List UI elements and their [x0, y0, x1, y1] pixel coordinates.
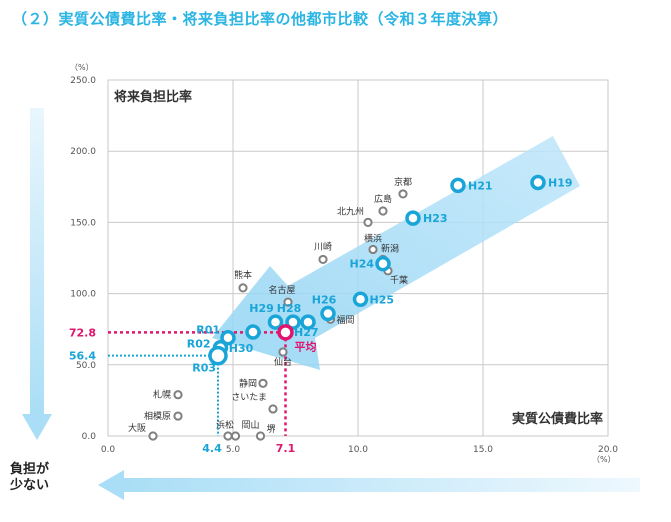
series-point — [530, 174, 546, 191]
series-point — [245, 324, 261, 340]
series-point-label: H27 — [294, 326, 319, 339]
series-point-label: R02 — [187, 338, 211, 351]
self-y-value: 56.4 — [69, 350, 96, 363]
x-tick-label: 10.0 — [348, 445, 368, 455]
city-marker — [363, 217, 373, 227]
y-tick-label: 50.0 — [76, 361, 96, 371]
city-label: 静岡 — [239, 377, 257, 389]
city-marker — [173, 411, 183, 421]
x-tick-label: 5.0 — [226, 445, 241, 455]
series-point-label: R03 — [192, 362, 216, 375]
series-point-label: H21 — [468, 179, 493, 192]
city-label: さいたま — [231, 392, 267, 403]
city-label: 札幌 — [153, 389, 171, 401]
city-label: 広島 — [374, 193, 392, 205]
city-label: 熊本 — [234, 269, 252, 281]
series-point-label: H23 — [423, 212, 448, 225]
series-point-label: H26 — [312, 294, 337, 307]
y-unit-label: （%） — [70, 63, 94, 72]
average-marker — [277, 324, 294, 341]
burden-low-label: 負担が 少ない — [10, 462, 49, 494]
series-point — [352, 291, 369, 308]
series-point-label: H28 — [277, 302, 302, 315]
city-marker — [283, 297, 293, 307]
city-marker — [238, 283, 248, 293]
self-x-value: 4.4 — [202, 442, 222, 455]
series-point — [300, 314, 316, 330]
down-arrow — [22, 108, 52, 440]
left-arrow — [98, 470, 640, 500]
average-marker-group: 平均 — [277, 324, 317, 353]
series-point-label: H19 — [548, 177, 573, 190]
trend-arrow — [212, 136, 580, 370]
city-marker — [368, 244, 378, 255]
city-label: 名古屋 — [268, 284, 295, 296]
city-label: 横浜 — [364, 232, 382, 244]
city-marker — [148, 431, 158, 441]
x-tick-label: 20.0 — [598, 445, 618, 455]
y-tick-label: 0.0 — [82, 432, 97, 442]
grid-lines — [108, 80, 608, 436]
series-point — [267, 314, 284, 330]
average-label: 平均 — [295, 339, 317, 353]
series-point — [375, 255, 391, 272]
y-tick-label: 200.0 — [70, 147, 96, 157]
series-point — [208, 345, 228, 366]
city-marker — [378, 206, 388, 216]
burden-low-line2: 少ない — [10, 478, 50, 493]
page-title: （２）実質公債費比率・将来負担比率の他都市比較（令和３年度決算） — [12, 10, 509, 28]
avg-x-value: 7.1 — [276, 442, 296, 455]
y-tick-label: 150.0 — [70, 218, 96, 228]
city-label: 浜松 — [216, 419, 234, 431]
city-marker — [230, 431, 241, 441]
city-marker — [223, 431, 233, 441]
city-label: 大阪 — [128, 422, 146, 434]
city-marker — [173, 390, 183, 400]
city-label: 仙台 — [274, 356, 292, 368]
avg-y-value: 72.8 — [69, 326, 96, 339]
x-tick-label: 0.0 — [101, 445, 116, 455]
y-tick-label: 100.0 — [70, 290, 96, 300]
city-label: 堺 — [267, 423, 276, 435]
y-tick-labels: 0.0 50.0 100.0 150.0 200.0 250.0 — [70, 76, 96, 442]
y-tick-label: 250.0 — [70, 76, 96, 86]
city-marker — [278, 347, 288, 357]
city-label: 京都 — [394, 176, 412, 188]
city-marker — [268, 404, 278, 414]
series-point-label: H25 — [370, 293, 395, 306]
city-label: 福岡 — [337, 314, 355, 326]
series-point — [285, 314, 301, 330]
x-tick-label: 15.0 — [473, 445, 493, 455]
reference-lines: 72.8 56.4 7.1 4.4 — [69, 326, 295, 455]
series-point-label: H29 — [249, 302, 274, 315]
series-point — [405, 210, 421, 226]
city-label: 北九州 — [337, 206, 364, 217]
x-unit-label: （%） — [592, 455, 616, 464]
city-label: 岡山 — [242, 420, 260, 431]
series-point — [220, 329, 236, 346]
city-label: 相模原 — [144, 410, 171, 422]
series-point-label: H24 — [349, 258, 374, 271]
series-point — [450, 177, 466, 194]
y-axis-title: 将来負担比率 — [114, 89, 192, 105]
city-markers: 京都広島北九州横浜新潟千葉 川崎熊本名古屋福岡仙台静岡さいたま 札幌相模原大阪 浜松岡… — [128, 176, 412, 441]
city-label: 川崎 — [314, 240, 332, 252]
series-point — [320, 305, 336, 322]
city-label: 新潟 — [381, 242, 399, 254]
city-marker — [258, 378, 268, 388]
burden-low-line1: 負担が — [10, 462, 50, 477]
series-point-label: R01 — [196, 324, 220, 337]
city-marker — [255, 431, 266, 441]
city-marker — [318, 254, 328, 265]
city-marker — [398, 189, 408, 199]
x-tick-labels: 0.0 5.0 10.0 15.0 20.0 — [101, 445, 618, 455]
series-point-label: H30 — [229, 342, 254, 355]
x-axis-title: 実質公債費比率 — [512, 411, 603, 427]
city-label: 千葉 — [390, 274, 408, 286]
